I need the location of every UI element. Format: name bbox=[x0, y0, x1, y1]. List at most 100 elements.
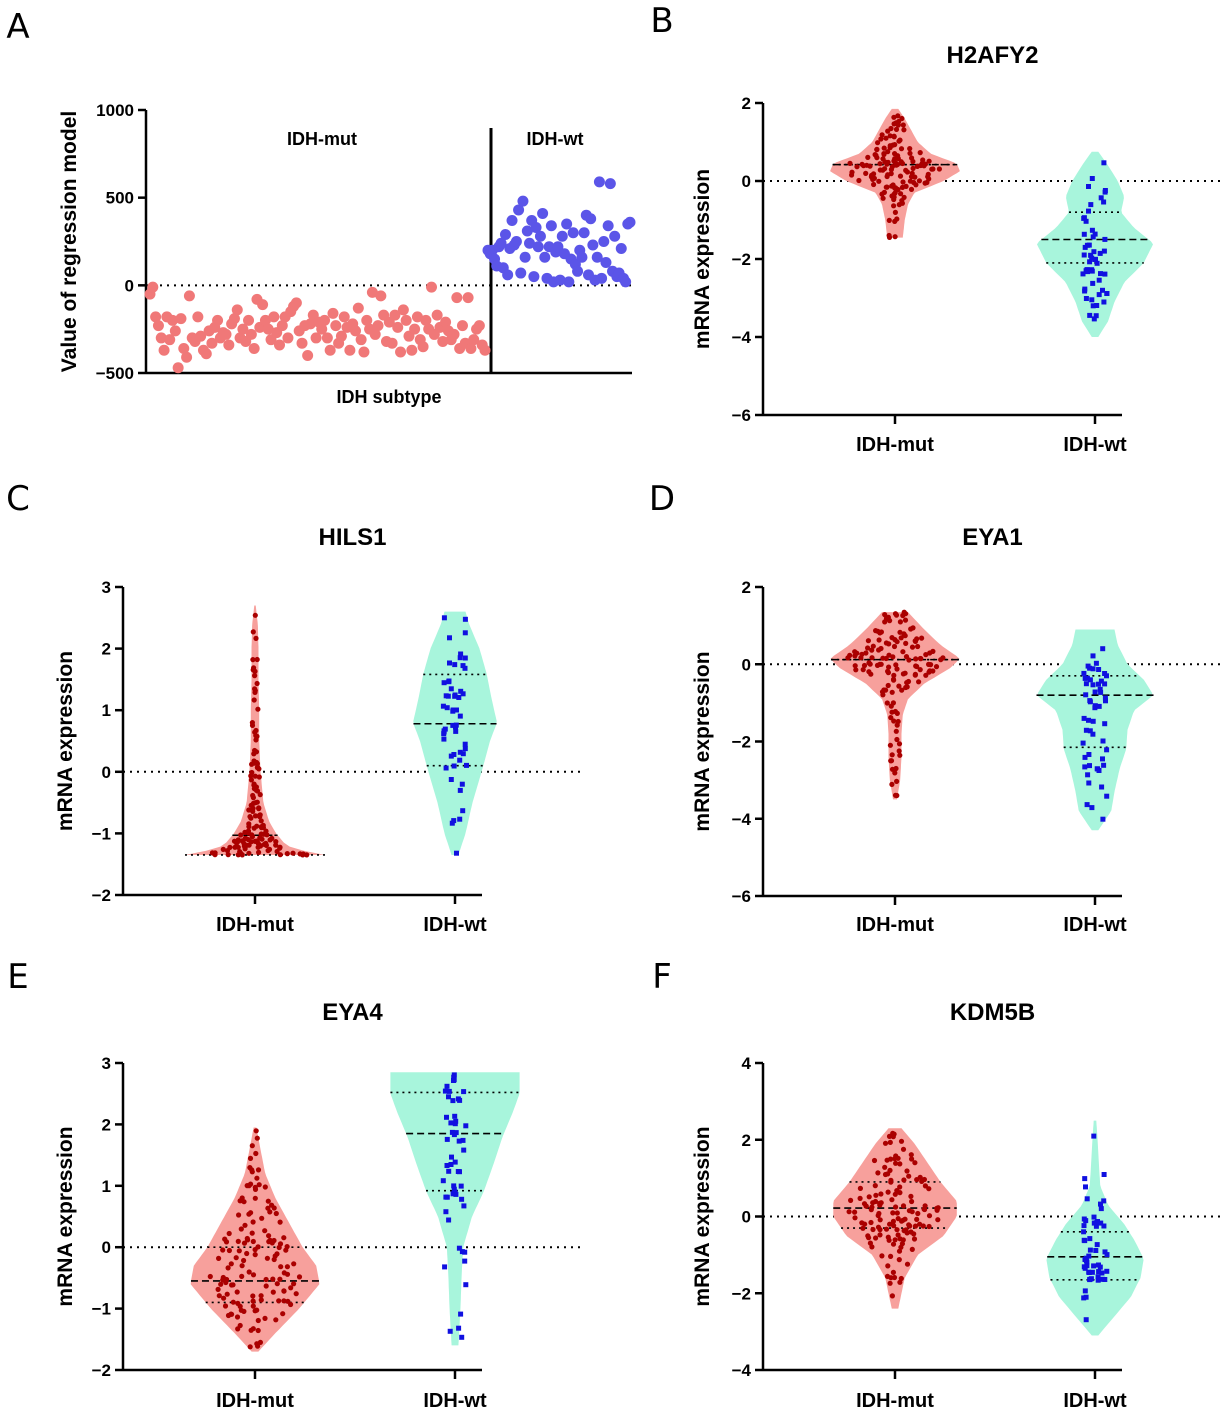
data-point bbox=[457, 816, 463, 822]
data-point bbox=[892, 209, 899, 215]
data-point bbox=[462, 665, 468, 671]
data-point bbox=[276, 1298, 282, 1304]
point-idh-mut bbox=[316, 323, 328, 335]
data-point bbox=[856, 177, 862, 184]
data-point bbox=[248, 1181, 254, 1187]
data-point bbox=[1090, 731, 1096, 737]
data-point bbox=[889, 781, 895, 788]
point-idh-mut bbox=[282, 332, 294, 344]
data-point bbox=[870, 643, 876, 649]
data-point bbox=[255, 706, 261, 712]
data-point bbox=[883, 184, 889, 190]
data-point bbox=[915, 643, 921, 650]
data-point bbox=[223, 1239, 230, 1245]
data-point bbox=[865, 154, 871, 160]
data-point bbox=[456, 695, 462, 700]
data-point bbox=[933, 664, 940, 670]
data-point bbox=[271, 1256, 277, 1263]
data-point bbox=[908, 186, 915, 192]
data-point bbox=[236, 1212, 242, 1218]
data-point bbox=[462, 655, 468, 661]
y-tick-label: 0 bbox=[125, 276, 134, 295]
data-point bbox=[926, 1223, 932, 1230]
data-point bbox=[1090, 653, 1096, 659]
data-point bbox=[893, 765, 899, 772]
data-point bbox=[928, 662, 934, 668]
point-idh-mut bbox=[366, 286, 378, 298]
data-point bbox=[894, 216, 900, 222]
data-point bbox=[917, 150, 923, 156]
data-point bbox=[891, 643, 898, 650]
data-point bbox=[250, 657, 256, 663]
y-tick-label: −6 bbox=[732, 406, 751, 425]
data-point bbox=[916, 679, 922, 685]
data-point bbox=[1098, 1220, 1104, 1226]
data-point bbox=[849, 172, 855, 178]
data-point bbox=[923, 672, 929, 678]
data-point bbox=[1084, 675, 1090, 681]
data-point bbox=[454, 850, 459, 856]
data-point bbox=[1099, 1270, 1105, 1276]
data-point bbox=[290, 850, 296, 856]
data-point bbox=[238, 1197, 244, 1204]
data-point bbox=[458, 651, 464, 657]
data-point bbox=[226, 1230, 232, 1237]
data-point bbox=[1086, 1253, 1092, 1259]
point-idh-wt bbox=[598, 236, 610, 247]
data-point bbox=[280, 1311, 286, 1317]
data-point bbox=[876, 178, 882, 184]
data-point bbox=[262, 1228, 268, 1234]
data-point bbox=[1090, 682, 1096, 688]
data-point bbox=[448, 1120, 454, 1126]
data-point bbox=[269, 1202, 275, 1208]
data-point bbox=[897, 752, 903, 758]
point-idh-wt bbox=[499, 228, 511, 240]
data-point bbox=[273, 1317, 279, 1323]
point-idh-mut bbox=[183, 290, 195, 302]
group-label-idh-wt: IDH-wt bbox=[527, 129, 584, 149]
data-point bbox=[887, 1139, 893, 1145]
data-point bbox=[877, 1217, 883, 1223]
point-idh-mut bbox=[327, 307, 339, 319]
data-point bbox=[1099, 784, 1105, 790]
point-idh-wt bbox=[604, 178, 616, 190]
data-point bbox=[1102, 671, 1108, 676]
data-point bbox=[1094, 260, 1100, 266]
data-point bbox=[1086, 752, 1092, 757]
data-point bbox=[1102, 1249, 1108, 1255]
data-point bbox=[1095, 1277, 1101, 1283]
data-point bbox=[246, 807, 252, 813]
point-idh-mut bbox=[468, 334, 480, 346]
data-point bbox=[889, 183, 895, 189]
data-point bbox=[897, 173, 904, 179]
data-point bbox=[926, 176, 932, 182]
point-idh-mut bbox=[420, 314, 432, 326]
y-tick-label: 0 bbox=[742, 172, 751, 191]
point-idh-mut bbox=[167, 314, 179, 326]
data-point bbox=[940, 655, 946, 661]
data-point bbox=[886, 1133, 893, 1139]
data-point bbox=[250, 1303, 256, 1309]
data-point bbox=[860, 163, 867, 169]
data-point bbox=[249, 834, 255, 840]
data-point bbox=[1098, 195, 1104, 201]
violin-idh-wt bbox=[1037, 629, 1153, 831]
data-point bbox=[448, 777, 454, 782]
data-point bbox=[443, 765, 449, 771]
data-point bbox=[250, 1272, 257, 1278]
y-tick-label: 3 bbox=[102, 1054, 111, 1073]
data-point bbox=[886, 217, 892, 223]
data-point bbox=[1104, 1268, 1110, 1274]
data-point bbox=[1104, 291, 1110, 296]
point-idh-wt bbox=[602, 220, 614, 232]
point-idh-wt bbox=[578, 227, 590, 239]
point-idh-wt bbox=[552, 241, 564, 253]
data-point bbox=[1081, 1216, 1087, 1222]
data-point bbox=[1104, 747, 1110, 753]
data-point bbox=[888, 1275, 894, 1281]
data-point bbox=[887, 1221, 893, 1227]
data-point bbox=[885, 1263, 891, 1269]
data-point bbox=[1092, 703, 1098, 709]
data-point bbox=[896, 1257, 902, 1263]
data-point bbox=[890, 1241, 897, 1247]
